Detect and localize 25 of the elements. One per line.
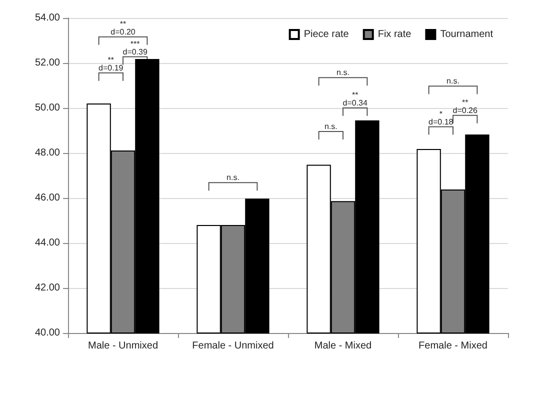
x-tick-label: Male - Mixed: [314, 340, 372, 352]
annotation: * d=0.18: [428, 109, 454, 126]
annotation: *** d=0.39: [122, 39, 148, 56]
annotation: ** d=0.20: [110, 19, 136, 36]
annotation: n.s.: [336, 68, 350, 78]
y-tick-label: 44.00: [34, 238, 60, 248]
legend-label: Tournament: [440, 29, 494, 40]
y-tick-label: 52.00: [34, 58, 60, 68]
legend-label: Piece rate: [304, 29, 350, 40]
y-tick-label: 42.00: [34, 282, 60, 294]
y-tick-label: 46.00: [34, 192, 60, 204]
x-tick-label: Female - Mixed: [418, 340, 488, 352]
x-tick-label: Female - Unmixed: [192, 340, 274, 352]
annotation: ** d=0.26: [452, 98, 478, 115]
legend-label: Fix rate: [378, 29, 412, 40]
y-tick-label: 50.00: [34, 102, 60, 114]
annotation: ** d=0.34: [342, 90, 368, 108]
y-tick-label: 54.00: [34, 12, 60, 24]
annotation: n.s.: [226, 173, 240, 182]
annotation: n.s.: [446, 76, 460, 86]
y-tick-label: 48.00: [34, 148, 60, 158]
annotation: ** d=0.19: [98, 55, 124, 72]
x-tick-label: Male - Unmixed: [88, 340, 158, 352]
y-tick-label: 40.00: [34, 328, 60, 338]
annotation: n.s.: [324, 122, 338, 132]
